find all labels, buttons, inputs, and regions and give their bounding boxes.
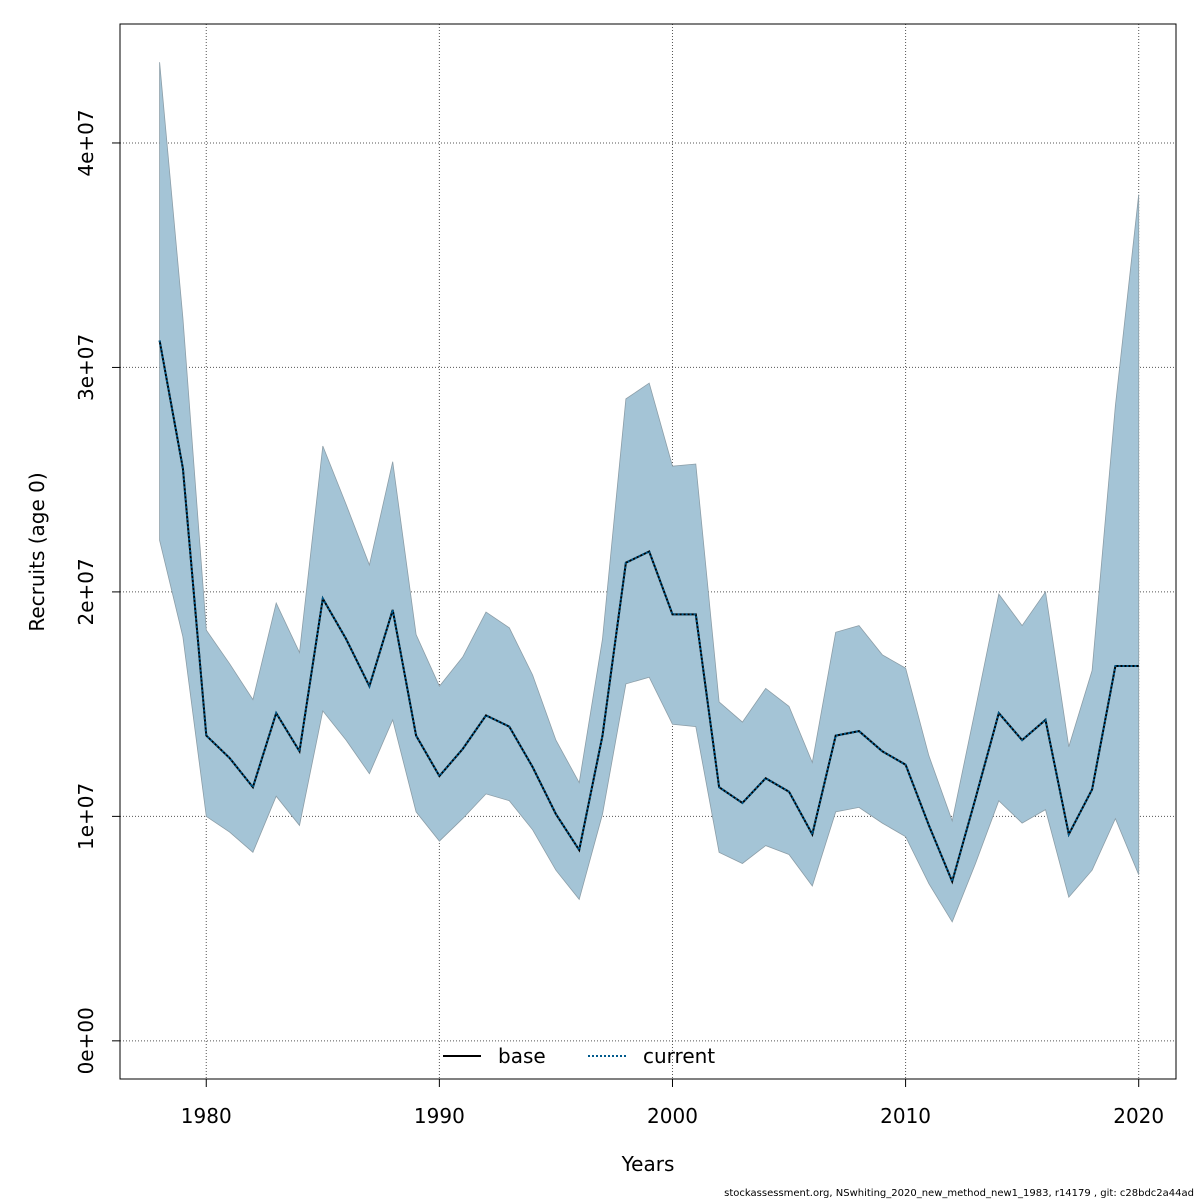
x-axis-title: Years [621,1152,675,1176]
legend: base current [443,1044,715,1068]
x-tick-label-3: 2010 [880,1104,931,1128]
y-tick-label-0: 0e+00 [74,1007,98,1074]
y-tick-label-4: 4e+07 [74,109,98,176]
legend-label-base: base [498,1044,546,1068]
series-line-current [158,340,1139,885]
x-axis: 1980 1990 2000 2010 2020 [181,1078,1164,1128]
footer-caption: stockassessment.org, NSwhiting_2020_new_… [724,1188,1194,1199]
confidence-band-area [159,62,1140,923]
y-axis: 0e+00 1e+07 2e+07 3e+07 4e+07 [74,109,121,1074]
y-axis-title: Recruits (age 0) [25,472,49,631]
series-lines [158,340,1139,885]
confidence-band [159,62,1140,923]
legend-label-current: current [643,1044,715,1068]
x-tick-label-4: 2020 [1113,1104,1164,1128]
y-tick-label-1: 1e+07 [74,783,98,850]
x-tick-label-2: 2000 [647,1104,698,1128]
y-tick-label-3: 3e+07 [74,334,98,401]
y-tick-label-2: 2e+07 [74,558,98,625]
x-tick-label-0: 1980 [181,1104,232,1128]
x-tick-label-1: 1990 [414,1104,465,1128]
